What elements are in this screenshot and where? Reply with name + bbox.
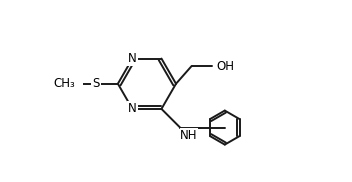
Text: N: N: [128, 102, 137, 115]
Text: OH: OH: [216, 60, 234, 73]
Text: NH: NH: [180, 129, 198, 142]
Text: N: N: [128, 52, 137, 65]
Text: S: S: [92, 77, 100, 90]
Text: CH₃: CH₃: [54, 77, 75, 90]
